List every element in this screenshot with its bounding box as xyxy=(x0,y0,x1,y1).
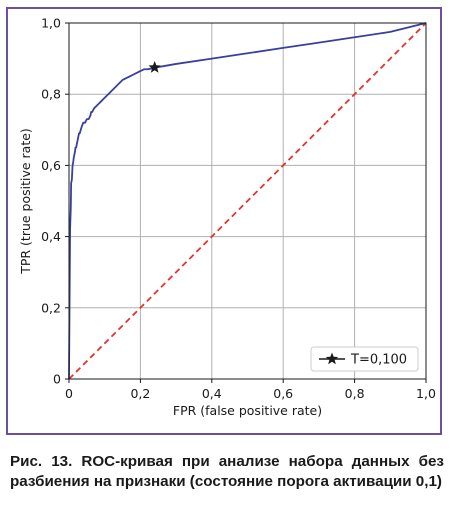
roc-chart: 0 0,2 0,4 0,6 0,8 1,0 0 0,2 0,4 0,6 0,8 1,0 FPR (fa… xyxy=(18,16,436,419)
y-tick-label: 0,2 xyxy=(41,300,61,315)
x-tick-label: 0,4 xyxy=(202,386,222,401)
y-tick-label: 1,0 xyxy=(41,16,61,31)
figure-caption: Рис. 13. ROC-кривая при анализе набора д… xyxy=(10,453,444,490)
y-tick-label: 0,4 xyxy=(41,229,61,244)
random-baseline-line xyxy=(68,22,427,380)
x-tick-label: 0,6 xyxy=(273,386,293,401)
x-tick-label: 0,8 xyxy=(345,386,365,401)
legend-star-icon xyxy=(325,352,339,365)
y-tick-label: 0,6 xyxy=(41,158,61,173)
roc-curve-layer xyxy=(68,22,427,380)
x-axis-label: FPR (false positive rate) xyxy=(173,403,322,418)
x-tick-label: 0 xyxy=(65,386,73,401)
legend-label: T=0,100 xyxy=(350,353,407,368)
x-tick-label: 0,2 xyxy=(130,386,150,401)
ticks: 0 0,2 0,4 0,6 0,8 1,0 0 0,2 0,4 0,6 0,8 1,0 xyxy=(41,16,436,402)
legend-box xyxy=(310,346,419,372)
y-tick-label: 0 xyxy=(53,372,61,387)
legend: T=0,100 xyxy=(310,346,419,372)
diagonal-layer xyxy=(68,22,427,380)
y-axis-label: TPR (true positive rate) xyxy=(18,128,33,275)
x-tick-label: 1,0 xyxy=(416,386,436,401)
plot-area-border xyxy=(68,22,427,380)
y-tick-label: 0,8 xyxy=(41,87,61,102)
threshold-star-marker xyxy=(148,61,161,73)
